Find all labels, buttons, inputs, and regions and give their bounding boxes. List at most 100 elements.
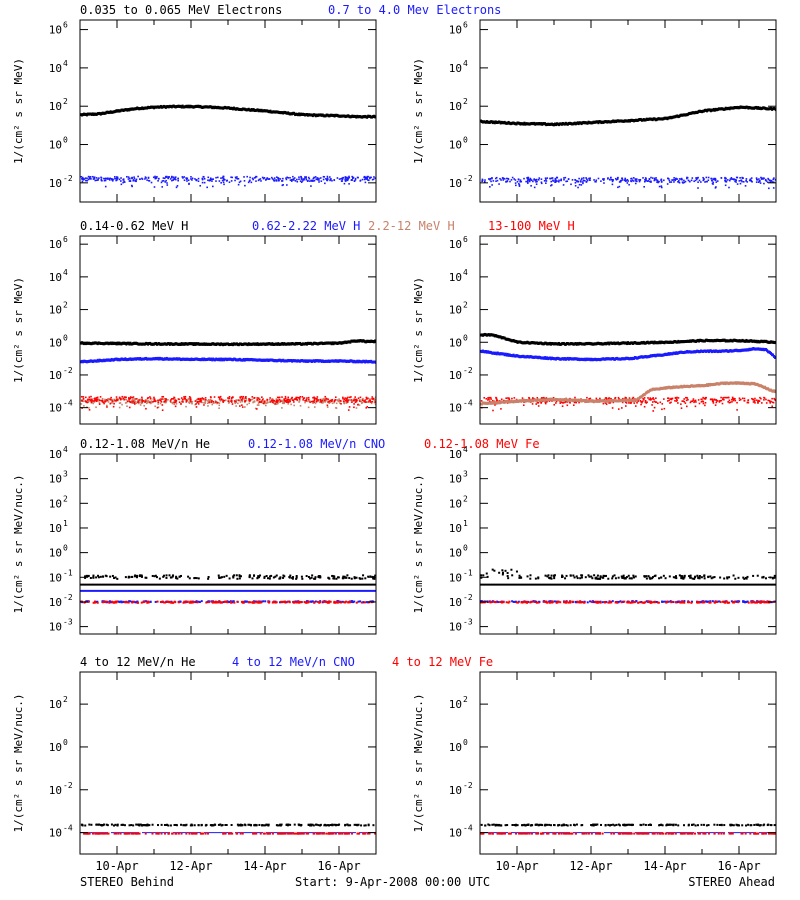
data-point	[729, 178, 732, 180]
data-point	[118, 406, 121, 409]
data-point	[347, 399, 349, 402]
data-point	[241, 400, 244, 403]
data-point	[554, 181, 556, 183]
data-point	[292, 178, 295, 180]
data-point	[552, 396, 555, 399]
data-point	[560, 178, 563, 181]
data-point	[612, 401, 615, 404]
data-point	[201, 398, 204, 401]
data-point	[141, 178, 144, 180]
data-point	[162, 177, 165, 179]
data-point	[731, 398, 734, 400]
data-point	[336, 399, 338, 401]
y-tick-exponent: 4	[63, 268, 68, 277]
data-point	[338, 398, 340, 400]
data-point	[508, 397, 510, 400]
data-point	[340, 178, 342, 180]
data-point	[367, 575, 370, 578]
data-point	[543, 396, 545, 399]
data-point	[771, 401, 774, 404]
data-point	[366, 398, 368, 400]
data-point	[518, 184, 521, 186]
data-point	[113, 402, 115, 405]
series-group	[80, 574, 376, 604]
data-point	[235, 400, 237, 403]
data-point	[138, 399, 140, 401]
data-point	[197, 403, 200, 405]
data-point	[224, 178, 226, 181]
data-point	[330, 400, 332, 403]
data-point	[80, 403, 83, 405]
data-point	[559, 402, 562, 404]
data-point	[187, 398, 190, 400]
data-point	[305, 575, 308, 578]
data-point	[502, 179, 505, 181]
data-point	[153, 186, 156, 188]
data-point	[110, 396, 112, 399]
data-point	[491, 184, 493, 186]
data-point	[139, 178, 141, 180]
data-point	[120, 177, 122, 179]
y-tick-exponent: 6	[63, 21, 68, 30]
y-tick-exponent: 2	[63, 301, 68, 310]
data-point	[638, 179, 640, 181]
data-point	[720, 399, 723, 402]
y-tick-label: 10	[449, 336, 462, 349]
y-tick-label: 10	[49, 304, 62, 317]
data-point	[131, 575, 134, 578]
data-point	[252, 401, 254, 404]
data-point	[214, 601, 217, 604]
y-tick-label: 10	[449, 62, 462, 75]
data-point	[100, 399, 103, 402]
data-point	[531, 403, 534, 405]
data-point	[135, 178, 138, 181]
data-point	[131, 402, 133, 404]
data-point	[344, 399, 347, 402]
data-point	[128, 406, 131, 409]
data-point	[271, 601, 274, 604]
data-point	[256, 399, 258, 401]
data-point	[81, 177, 83, 180]
data-point	[170, 398, 172, 401]
data-point	[295, 576, 298, 579]
data-point	[82, 400, 85, 403]
data-point	[241, 399, 243, 401]
data-point	[221, 601, 224, 604]
y-tick-label: 10	[49, 596, 62, 609]
data-point	[337, 399, 340, 402]
data-point	[736, 409, 738, 411]
data-point	[322, 178, 325, 181]
data-point	[107, 401, 110, 403]
data-point	[605, 398, 608, 400]
data-point	[189, 600, 192, 603]
data-point	[312, 396, 314, 399]
data-point	[567, 178, 570, 180]
data-point	[714, 178, 717, 181]
data-point	[657, 402, 659, 405]
y-tick-exponent: 4	[463, 268, 468, 277]
data-point	[529, 179, 531, 182]
y-tick-label: 10	[49, 571, 62, 584]
data-point	[121, 398, 123, 400]
data-point	[248, 402, 251, 405]
data-point	[115, 396, 118, 398]
data-point	[112, 178, 114, 181]
data-point	[705, 176, 708, 179]
data-point	[328, 402, 331, 404]
data-point	[288, 399, 290, 401]
data-point	[374, 574, 376, 577]
data-point	[286, 184, 288, 186]
series-0-14-0-62-mev-h	[480, 332, 776, 346]
data-point	[191, 400, 194, 403]
data-point	[322, 400, 325, 403]
data-point	[540, 182, 543, 185]
data-point	[285, 601, 288, 604]
y-tick-label: 10	[49, 402, 62, 415]
data-point	[260, 401, 263, 403]
data-point	[199, 399, 202, 402]
data-point	[487, 397, 489, 399]
data-point	[256, 408, 258, 410]
data-point	[173, 397, 176, 399]
data-point	[315, 400, 318, 403]
